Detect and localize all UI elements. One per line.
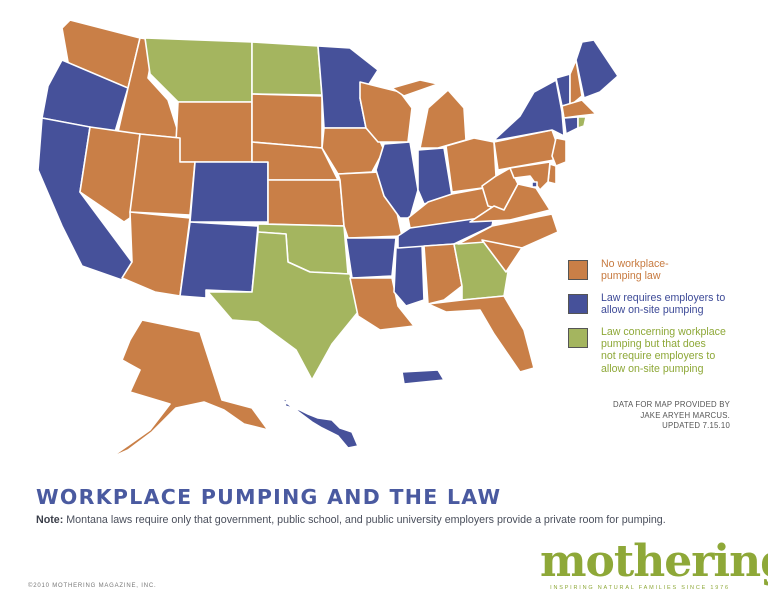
note-label: Note: — [36, 514, 64, 526]
state-nh — [569, 59, 583, 107]
state-ct — [563, 116, 579, 135]
state-md — [509, 161, 551, 191]
state-me — [575, 39, 619, 99]
state-tx — [207, 231, 359, 381]
map-legend: No workplace- pumping law Law requires e… — [568, 258, 758, 384]
state-va — [469, 183, 551, 223]
state-ak — [109, 319, 269, 459]
logo-wordmark: mothering — [540, 536, 768, 587]
state-nm — [179, 221, 259, 299]
legend-item-law-concerning: Law concerning workplace pumping but tha… — [568, 326, 758, 376]
legend-label: No workplace- pumping law — [601, 258, 669, 283]
state-ma — [561, 99, 597, 119]
map-note: Note: Montana laws require only that gov… — [36, 514, 666, 526]
state-ar — [345, 237, 397, 279]
legend-swatch — [568, 293, 588, 314]
updated-date: UPDATED 7.15.10 — [662, 421, 730, 430]
logo-tagline: INSPIRING NATURAL FAMILIES SINCE 1976 — [550, 585, 730, 591]
state-nj — [551, 137, 567, 167]
state-ny — [493, 79, 565, 141]
state-ri — [577, 116, 587, 129]
legend-item-law-requires: Law requires employers to allow on-site … — [568, 292, 758, 317]
legend-swatch — [568, 327, 588, 348]
state-wy — [174, 101, 253, 163]
note-text: Montana laws require only that governmen… — [63, 514, 666, 526]
state-fl — [427, 295, 535, 373]
state-ms — [393, 243, 425, 307]
legend-label: Law concerning workplace pumping but tha… — [601, 325, 726, 375]
state-hi — [279, 397, 359, 449]
data-credit: DATA FOR MAP PROVIDED BY JAKE ARYEH MARC… — [612, 400, 730, 420]
state-az — [121, 211, 191, 297]
legend-swatch — [568, 260, 588, 280]
state-dc — [531, 181, 538, 188]
copyright: ©2010 MOTHERING MAGAZINE, INC. — [28, 583, 157, 589]
state-co — [189, 161, 269, 223]
territory-pr — [401, 369, 445, 385]
state-il — [375, 141, 419, 219]
state-al — [423, 243, 463, 305]
legend-label: Law requires employers to allow on-site … — [601, 291, 726, 317]
state-nv — [79, 126, 141, 223]
state-sd — [251, 93, 323, 149]
legend-item-no-law: No workplace- pumping law — [568, 258, 758, 283]
state-mi-up — [391, 79, 439, 97]
state-nd — [251, 41, 323, 96]
map-title: WORKPLACE PUMPING AND THE LAW — [36, 485, 502, 509]
state-mi — [419, 89, 467, 149]
mothering-logo: mothering INSPIRING NATURAL FAMILIES SIN… — [540, 536, 768, 592]
state-la — [349, 277, 415, 331]
state-sc — [481, 239, 523, 273]
state-ks — [267, 179, 345, 227]
